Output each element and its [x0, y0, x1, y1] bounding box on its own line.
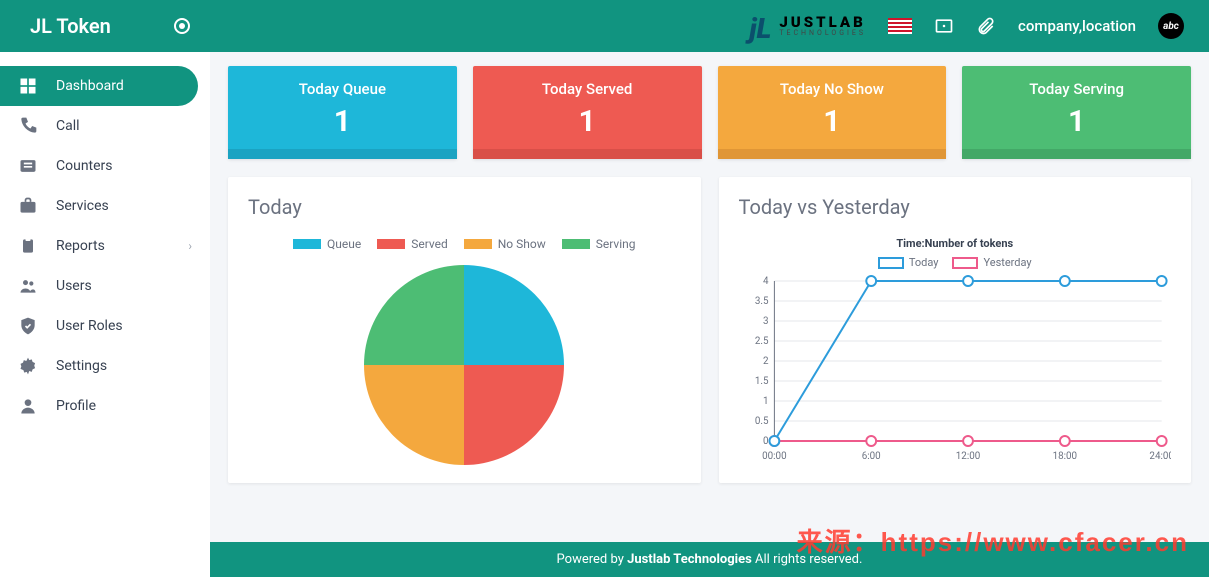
clipboard-icon — [18, 236, 38, 256]
footer-brand: Justlab Technologies — [627, 552, 752, 567]
watermark-text: 来源：https://www.cfacer.cn — [797, 522, 1189, 559]
stat-label: Today Serving — [962, 80, 1191, 98]
dashboard-icon — [18, 76, 38, 96]
line-subtitle: Time:Number of tokens — [739, 237, 1172, 250]
svg-text:18:00: 18:00 — [1052, 451, 1076, 462]
attachment-icon[interactable] — [976, 16, 996, 36]
pie-title: Today — [248, 195, 681, 219]
today-pie-panel: Today Queue Served No Show Serving — [228, 177, 701, 483]
svg-text:1: 1 — [762, 396, 768, 407]
stat-card-today-serving: Today Serving1 — [962, 66, 1191, 159]
vendor-logo-sub: TECHNOLOGIES — [779, 30, 866, 37]
sidebar-item-services[interactable]: Services — [0, 186, 210, 226]
sidebar-item-label: Dashboard — [56, 78, 124, 94]
sidebar: Dashboard Call Counters Services Reports › Use… — [0, 52, 210, 577]
sidebar-item-profile[interactable]: Profile — [0, 386, 210, 426]
today-vs-yesterday-panel: Today vs Yesterday Time:Number of tokens… — [719, 177, 1192, 483]
stat-label: Today Queue — [228, 80, 457, 98]
stat-card-today-served: Today Served1 — [473, 66, 702, 159]
pie-legend-item[interactable]: Queue — [293, 237, 361, 251]
stat-value: 1 — [718, 98, 947, 149]
sidebar-item-label: Settings — [56, 358, 107, 374]
line-legend-item[interactable]: Today — [878, 256, 939, 269]
line-legend-item[interactable]: Yesterday — [952, 256, 1031, 269]
sidebar-item-call[interactable]: Call — [0, 106, 210, 146]
sidebar-item-label: Counters — [56, 158, 113, 174]
sidebar-item-counters[interactable]: Counters — [0, 146, 210, 186]
line-chart: 0 0.5 1 1.5 2 2.5 3 3.5 4 00:00 6:00 12:00 18:00 24:0… — [739, 275, 1172, 465]
person-icon — [18, 396, 38, 416]
sidebar-item-dashboard[interactable]: Dashboard — [0, 66, 198, 106]
stat-card-today-no-show: Today No Show1 — [718, 66, 947, 159]
stat-label: Today Served — [473, 80, 702, 98]
svg-text:2.5: 2.5 — [754, 336, 768, 347]
chevron-right-icon: › — [188, 239, 192, 253]
pie-legend: Queue Served No Show Serving — [248, 237, 681, 251]
svg-text:00:00: 00:00 — [762, 451, 786, 462]
sidebar-item-label: Reports — [56, 238, 105, 254]
sidebar-item-label: Services — [56, 198, 109, 214]
svg-text:4: 4 — [762, 276, 768, 287]
pie-legend-item[interactable]: Serving — [562, 237, 636, 251]
sidebar-item-settings[interactable]: Settings — [0, 346, 210, 386]
phone-icon — [18, 116, 38, 136]
brand-title: JL Token — [30, 14, 111, 38]
line-title: Today vs Yesterday — [739, 195, 1172, 219]
topbar-right: jL JUSTLAB TECHNOLOGIES company,location… — [749, 10, 1209, 43]
language-flag-icon[interactable] — [888, 18, 912, 34]
stat-value: 1 — [962, 98, 1191, 149]
svg-text:12:00: 12:00 — [955, 451, 979, 462]
shield-icon — [18, 316, 38, 336]
sidebar-item-label: Profile — [56, 398, 96, 414]
brand-area: JL Token — [0, 14, 210, 38]
stat-label: Today No Show — [718, 80, 947, 98]
company-location-label[interactable]: company,location — [1018, 17, 1136, 35]
sidebar-item-label: Call — [56, 118, 80, 134]
avatar[interactable]: abc — [1158, 13, 1184, 39]
sidebar-item-reports[interactable]: Reports › — [0, 226, 210, 266]
pie-chart — [364, 265, 564, 465]
pie-legend-item[interactable]: No Show — [464, 237, 546, 251]
pie-legend-item[interactable]: Served — [377, 237, 448, 251]
briefcase-icon — [18, 196, 38, 216]
stat-card-today-queue: Today Queue1 — [228, 66, 457, 159]
svg-text:2: 2 — [762, 356, 768, 367]
footer-prefix: Powered by — [557, 552, 628, 567]
vendor-logo: jL JUSTLAB TECHNOLOGIES — [749, 10, 866, 43]
topbar: JL Token jL JUSTLAB TECHNOLOGIES company… — [0, 0, 1209, 52]
stat-value: 1 — [473, 98, 702, 149]
sidebar-item-label: Users — [56, 278, 92, 294]
main-content: Today Queue1Today Served1Today No Show1T… — [210, 52, 1209, 577]
counter-icon — [18, 156, 38, 176]
svg-text:6:00: 6:00 — [861, 451, 880, 462]
vendor-logo-mark: jL — [749, 12, 771, 45]
svg-text:1.5: 1.5 — [754, 376, 768, 387]
svg-text:0.5: 0.5 — [754, 416, 768, 427]
svg-text:24:00: 24:00 — [1149, 451, 1171, 462]
svg-text:0: 0 — [762, 436, 768, 447]
fullscreen-icon[interactable] — [934, 16, 954, 36]
stat-cards-row: Today Queue1Today Served1Today No Show1T… — [228, 66, 1191, 159]
sidebar-item-user-roles[interactable]: User Roles — [0, 306, 210, 346]
stat-value: 1 — [228, 98, 457, 149]
vendor-logo-text: JUSTLAB — [779, 15, 866, 30]
svg-text:3.5: 3.5 — [754, 296, 768, 307]
line-legend: Today Yesterday — [739, 256, 1172, 269]
sidebar-item-label: User Roles — [56, 318, 123, 334]
sidebar-item-users[interactable]: Users — [0, 266, 210, 306]
gear-icon — [18, 356, 38, 376]
svg-text:3: 3 — [762, 316, 768, 327]
sidebar-collapse-button[interactable] — [174, 18, 190, 34]
users-icon — [18, 276, 38, 296]
